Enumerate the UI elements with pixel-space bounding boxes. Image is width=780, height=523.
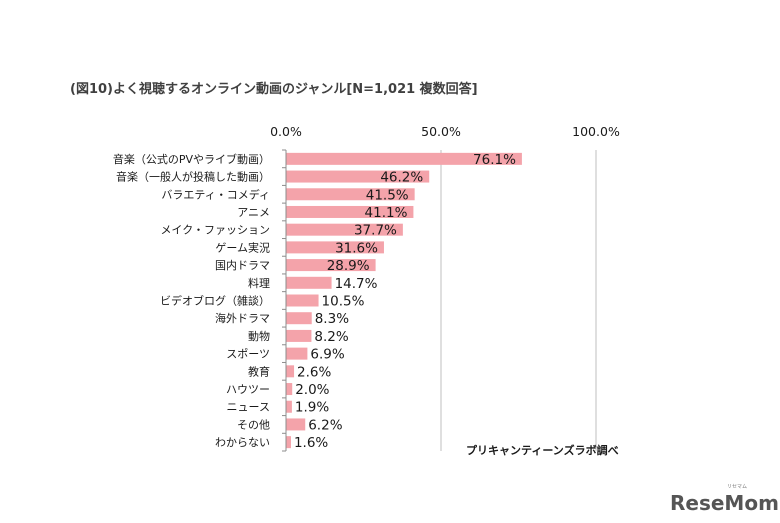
bar: [286, 259, 376, 272]
category-label: ニュース: [227, 401, 270, 414]
data-label: 31.6%: [335, 240, 378, 256]
bar: [286, 205, 414, 218]
category-label: ハウツー: [226, 383, 270, 396]
category-label: 海外ドラマ: [215, 311, 270, 325]
data-label: 14.7%: [335, 276, 378, 292]
x-tick-label: 0.0%: [270, 124, 302, 139]
bar: [286, 329, 312, 342]
bar: [286, 188, 415, 201]
x-tick-label: 100.0%: [572, 124, 620, 139]
data-label: 76.1%: [473, 152, 516, 168]
logo-text: ReseMom: [670, 491, 779, 515]
bar: [286, 170, 430, 183]
data-label: 41.1%: [365, 205, 408, 221]
category-label: わからない: [215, 436, 270, 449]
resemom-logo: リセマム ReseMom: [670, 484, 779, 515]
bar: [286, 276, 332, 289]
category-label: 料理: [248, 276, 270, 290]
x-tick-label: 50.0%: [421, 124, 461, 139]
svg-text:リセマム: リセマム: [727, 484, 747, 490]
bar: [286, 365, 295, 378]
bar: [286, 152, 522, 165]
category-label: ビデオブログ（雑談）: [160, 294, 270, 308]
data-label: 8.2%: [314, 329, 348, 345]
category-label: アニメ: [237, 206, 270, 219]
axes: [282, 149, 287, 452]
bar: [286, 400, 292, 413]
data-label: 2.0%: [295, 382, 329, 398]
data-label: 6.2%: [308, 417, 342, 433]
data-label: 2.6%: [297, 364, 331, 380]
data-label: 1.6%: [294, 435, 328, 451]
data-label: 8.3%: [315, 311, 349, 327]
bar: [286, 312, 312, 325]
source-note: プリキャンティーンズラボ調べ: [466, 443, 619, 457]
bars: [286, 152, 522, 449]
category-label: スポーツ: [226, 348, 270, 361]
category-label: ゲーム実況: [215, 240, 270, 254]
bar: [286, 241, 384, 254]
category-label: 国内ドラマ: [215, 258, 270, 272]
data-label: 46.2%: [380, 170, 423, 186]
category-label: 教育: [248, 364, 270, 378]
data-label: 10.5%: [322, 294, 365, 310]
bar: [286, 294, 319, 307]
category-label: バラエティ・コメディ: [161, 187, 270, 201]
labels: 0.0% 50.0% 100.0% 音楽（公式のPVやライブ動画） 76.1% 音楽（一般…: [113, 124, 620, 451]
bar: [286, 347, 308, 360]
gridlines: [440, 150, 597, 451]
data-label: 37.7%: [354, 223, 397, 239]
data-label: 1.9%: [295, 400, 329, 416]
data-label: 6.9%: [310, 347, 344, 363]
bar: [286, 223, 403, 236]
data-label: 41.5%: [366, 187, 409, 203]
category-label: 音楽（公式のPVやライブ動画）: [113, 152, 270, 166]
category-label: その他: [237, 418, 270, 431]
data-label: 28.9%: [327, 258, 370, 274]
bar: [286, 436, 291, 449]
chart-title: (図10)よく視聴するオンライン動画のジャンル[N=1,021 複数回答]: [70, 81, 478, 97]
bar: [286, 418, 306, 431]
category-label: 動物: [248, 329, 270, 343]
category-label: メイク・ファッション: [160, 224, 270, 237]
bar: [286, 383, 293, 396]
category-label: 音楽（一般人が投稿した動画）: [116, 170, 270, 184]
